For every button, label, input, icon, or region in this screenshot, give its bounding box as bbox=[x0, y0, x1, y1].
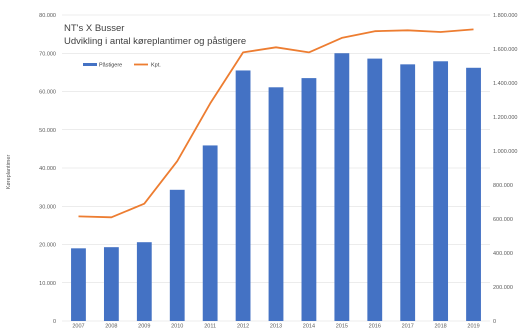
left-tick-label: 20.000 bbox=[39, 243, 56, 249]
chart-title: NT's X Busser bbox=[64, 23, 124, 34]
right-tick-label: 400.000 bbox=[493, 251, 513, 257]
x-tick-label: 2015 bbox=[336, 324, 348, 328]
x-tick-label: 2019 bbox=[467, 324, 479, 328]
bar-series bbox=[71, 53, 481, 322]
bar bbox=[71, 248, 86, 321]
x-tick-label: 2007 bbox=[72, 324, 84, 328]
x-tick-label: 2018 bbox=[434, 324, 446, 328]
bar bbox=[103, 247, 119, 321]
right-tick-label: 600.000 bbox=[493, 217, 513, 223]
right-tick-label: 1.600.000 bbox=[493, 47, 517, 53]
left-tick-label: 40.000 bbox=[39, 166, 56, 172]
left-axis-ticks: 0 10.000 20.000 30.000 40.000 50.000 60.000 70.… bbox=[39, 13, 56, 325]
line-series bbox=[78, 28, 474, 219]
right-tick-label: 1.800.000 bbox=[493, 13, 517, 19]
left-tick-label: 70.000 bbox=[39, 51, 56, 57]
bar bbox=[169, 189, 185, 321]
x-tick-label: 2011 bbox=[204, 324, 216, 328]
chart-subtitle: Udvikling i antal køreplantimer og påsti… bbox=[64, 36, 246, 47]
right-tick-label: 1.000.000 bbox=[493, 149, 517, 155]
bar bbox=[202, 145, 218, 321]
series-line bbox=[78, 28, 474, 219]
bar bbox=[466, 67, 481, 321]
legend: Påstigere Kpt. bbox=[83, 62, 161, 69]
right-tick-label: 800.000 bbox=[493, 183, 513, 189]
y-axis-label: Køreplantimer bbox=[6, 155, 12, 190]
right-tick-label: 0 bbox=[493, 319, 496, 325]
x-tick-label: 2014 bbox=[303, 324, 315, 328]
left-tick-label: 30.000 bbox=[39, 204, 56, 210]
bar bbox=[433, 61, 449, 321]
left-tick-label: 50.000 bbox=[39, 128, 56, 134]
legend-label-line: Kpt. bbox=[151, 63, 161, 69]
bar bbox=[235, 70, 251, 322]
x-axis-ticks: 2007 2008 2009 2010 2011 2012 2013 2014 2015 2016… bbox=[72, 324, 479, 328]
left-tick-label: 10.000 bbox=[39, 281, 56, 287]
bar bbox=[136, 242, 152, 321]
bar bbox=[367, 58, 383, 321]
legend-label-bars: Påstigere bbox=[99, 62, 122, 69]
x-tick-label: 2017 bbox=[402, 324, 414, 328]
right-tick-label: 200.000 bbox=[493, 285, 513, 291]
x-tick-label: 2009 bbox=[138, 324, 150, 328]
bar bbox=[400, 64, 416, 321]
right-axis-ticks: 0 200.000 400.000 600.000 800.000 1.000.000 1.… bbox=[493, 13, 517, 325]
left-tick-label: 60.000 bbox=[39, 90, 56, 96]
x-tick-label: 2016 bbox=[369, 324, 381, 328]
x-tick-label: 2010 bbox=[171, 324, 183, 328]
bar bbox=[301, 78, 317, 321]
legend-swatch-bars bbox=[83, 63, 97, 66]
bar bbox=[268, 87, 284, 321]
x-tick-label: 2012 bbox=[237, 324, 249, 328]
right-tick-label: 1.400.000 bbox=[493, 81, 517, 87]
bar bbox=[334, 53, 350, 321]
right-tick-label: 1.200.000 bbox=[493, 115, 517, 121]
left-tick-label: 0 bbox=[53, 319, 56, 325]
left-tick-label: 80.000 bbox=[39, 13, 56, 19]
x-tick-label: 2013 bbox=[270, 324, 282, 328]
x-tick-label: 2008 bbox=[105, 324, 117, 328]
